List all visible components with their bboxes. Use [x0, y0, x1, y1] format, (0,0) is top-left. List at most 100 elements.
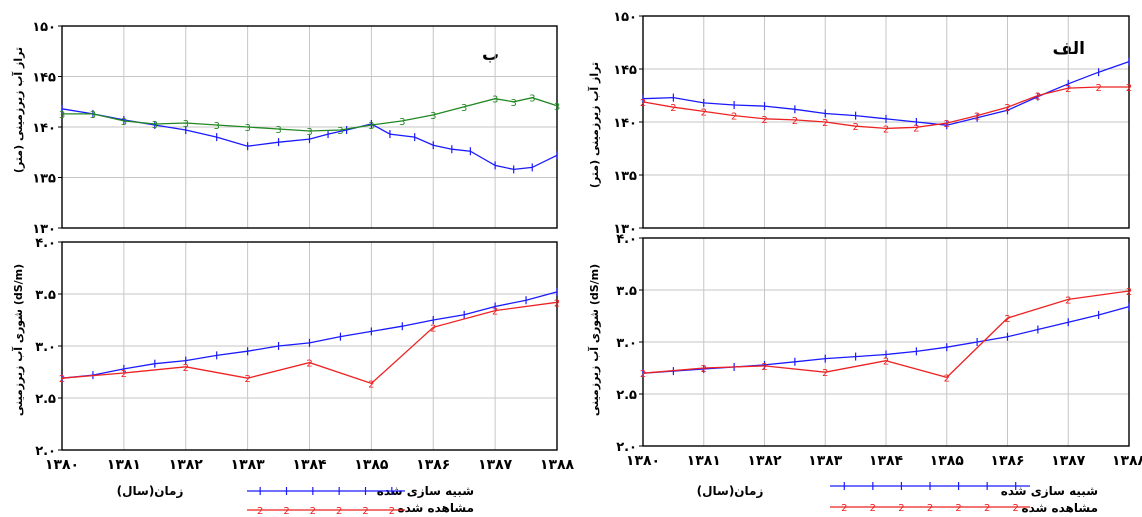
x-tick-label: ۱۳۸۲ — [169, 457, 204, 473]
data-point: 3 — [275, 125, 281, 136]
data-point: 2 — [792, 116, 798, 127]
y-tick-label: ۳.۰ — [616, 336, 637, 351]
data-point: 3 — [399, 117, 405, 128]
data-point: 2 — [852, 122, 858, 133]
legend-marker: 2 — [257, 506, 263, 517]
x-tick-label: ۱۳۸۳ — [231, 457, 266, 473]
legend-marker: 2 — [898, 503, 904, 514]
data-point: 2 — [944, 119, 950, 130]
figure-left-panel: ب تراز آب زیرزمینی (متر) شوری آب زیرزمین… — [11, 20, 575, 517]
legend-observed-right: مشاهده شده — [1022, 501, 1098, 515]
x-tick-label: ۱۳۸۸ — [540, 457, 575, 473]
figure-right-panel: الف تراز آب زیرزمینی (متر) شوری آب زیرزم… — [587, 10, 1142, 515]
data-point: 3 — [337, 126, 343, 137]
x-tick-label: ۱۳۸۸ — [1112, 453, 1142, 469]
legend-sample-simulated-left — [247, 487, 405, 495]
data-point: 3 — [529, 94, 535, 105]
legend-simulated-left: شبیه سازی شده — [377, 484, 474, 498]
data-point: 2 — [1035, 92, 1041, 103]
data-point: 3 — [121, 117, 127, 128]
data-point: 3 — [183, 119, 189, 130]
data-point: 2 — [701, 107, 707, 118]
data-point: 2 — [554, 298, 560, 309]
legend-marker: 2 — [841, 503, 847, 514]
y-tick-label: ۱۴۵ — [613, 63, 637, 78]
y-tick-label: ۱۳۰ — [613, 222, 637, 237]
legend-marker: 2 — [310, 506, 316, 517]
data-point: 3 — [368, 121, 374, 132]
y-tick-label: ۴.۰ — [35, 236, 56, 251]
data-point: 2 — [761, 115, 767, 126]
data-point: 3 — [461, 103, 467, 114]
x-tick-label: ۱۳۸۵ — [354, 457, 389, 473]
data-point: 3 — [90, 110, 96, 121]
left-salinity-plot: ۲.۰ ۲.۵ ۳.۰ ۳.۵ ۴.۰ ۱۳۸۰ ۱۳۸۱ ۱۳۸۲ ۱۳۸۳ ۱۳۸۴ ۱۳۸۵ ۱… — [35, 236, 574, 473]
data-point: 2 — [244, 374, 250, 385]
data-point: 2 — [883, 357, 889, 368]
data-point: 3 — [492, 95, 498, 106]
x-tick-label: ۱۳۸۳ — [808, 453, 843, 469]
data-point: 3 — [511, 98, 517, 109]
left-level-plot: ۱۳۰ ۱۳۵ ۱۴۰ ۱۴۵ ۱۵۰ 3 3 3 3 3 3 3 3 3 3 3 3 3 3 3 3 3 3 — [32, 20, 560, 237]
legend-marker: 2 — [362, 506, 368, 517]
x-tick-label: ۱۳۸۰ — [626, 453, 660, 469]
legend-sample-observed-right: 2 2 2 2 2 2 2 — [830, 503, 1030, 514]
y-tick-label: ۳.۵ — [616, 284, 637, 299]
x-tick-label: ۱۳۸۰ — [45, 457, 79, 473]
x-tick-label: ۱۳۸۷ — [478, 457, 513, 473]
legend-marker: 2 — [870, 503, 876, 514]
data-point: 2 — [731, 112, 737, 123]
data-point: 2 — [670, 103, 676, 114]
xlabel-right: زمان(سال) — [697, 484, 764, 498]
data-point: 2 — [761, 362, 767, 373]
data-point: 2 — [1065, 84, 1071, 95]
data-point: 3 — [306, 127, 312, 138]
y-tick-label: ۱۳۵ — [32, 172, 56, 187]
data-point: 2 — [944, 373, 950, 384]
y-tick-label: ۲.۵ — [35, 392, 56, 407]
panel-label-left: ب — [482, 45, 499, 65]
legend-sample-simulated-right — [830, 482, 1030, 490]
data-point: 2 — [974, 112, 980, 123]
x-tick-label: ۱۳۸۴ — [869, 453, 904, 469]
y-tick-label: ۱۳۰ — [32, 222, 56, 237]
data-point: 2 — [640, 369, 646, 380]
y-tick-label: ۴.۰ — [616, 232, 637, 247]
data-point: 2 — [701, 364, 707, 375]
series-line-green — [62, 97, 558, 132]
data-point: 2 — [368, 379, 374, 390]
series-line-red — [642, 86, 1129, 130]
x-tick-label: ۱۳۸۶ — [416, 457, 450, 473]
x-tick-label: ۱۳۸۵ — [930, 453, 965, 469]
right-salinity-plot: ۲.۰ ۲.۵ ۳.۰ ۳.۵ ۴.۰ ۱۳۸۰ ۱۳۸۱ ۱۳۸۲ ۱۳۸۳ ۱۳۸۴ ۱۳۸۵ ۱… — [616, 232, 1142, 469]
x-tick-label: ۱۳۸۲ — [747, 453, 782, 469]
x-tick-label: ۱۳۸۱ — [107, 457, 141, 473]
y-tick-label: ۱۴۵ — [32, 71, 56, 86]
xlabel-left: زمان(سال) — [117, 484, 184, 498]
y-tick-label: ۱۵۰ — [613, 10, 637, 25]
legend-marker: 2 — [927, 503, 933, 514]
data-point: 3 — [244, 123, 250, 134]
x-tick-label: ۱۳۸۱ — [687, 453, 721, 469]
legend-simulated-right: شبیه سازی شده — [1001, 484, 1098, 498]
x-tick-label: ۱۳۸۴ — [292, 457, 327, 473]
x-tick-label: ۱۳۸۷ — [1051, 453, 1086, 469]
level-ylabel-right: تراز آب زیرزمینی (متر) — [587, 62, 601, 188]
data-point: 2 — [1126, 83, 1132, 94]
legend-marker: 2 — [336, 506, 342, 517]
legend-marker: 2 — [1013, 503, 1019, 514]
legend-marker: 2 — [389, 506, 395, 517]
salinity-ylabel-right: شوری آب زیرزمینی (dS/m) — [587, 264, 601, 416]
y-tick-label: ۲.۰ — [616, 440, 637, 455]
legend-marker: 2 — [283, 506, 289, 517]
data-point: 2 — [306, 359, 312, 370]
panel-label-right: الف — [1053, 39, 1085, 59]
y-tick-label: ۲.۵ — [616, 388, 637, 403]
series-line-red — [642, 290, 1130, 379]
right-level-plot: ۱۳۰ ۱۳۵ ۱۴۰ ۱۴۵ ۱۵۰ 2 2 2 2 2 2 2 2 2 2 2 2 2 2 2 2 2 — [613, 10, 1132, 237]
series-line-red — [61, 301, 558, 385]
y-tick-label: ۱۴۰ — [32, 121, 56, 136]
data-point: 2 — [430, 323, 436, 334]
data-point: 3 — [430, 111, 436, 122]
y-tick-label: ۲.۰ — [35, 444, 56, 459]
